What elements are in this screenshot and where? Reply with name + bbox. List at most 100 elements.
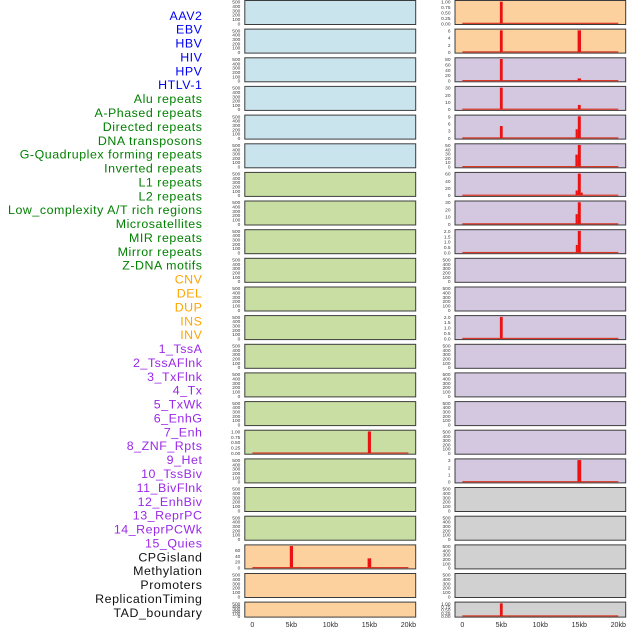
svg-text:A-Phased repeats: A-Phased repeats bbox=[95, 106, 203, 120]
svg-text:60: 60 bbox=[445, 172, 451, 178]
svg-text:2.0: 2.0 bbox=[444, 315, 451, 321]
svg-text:300: 300 bbox=[232, 381, 240, 387]
svg-text:0: 0 bbox=[448, 594, 451, 600]
svg-text:0: 0 bbox=[448, 537, 451, 543]
svg-text:200: 200 bbox=[442, 357, 450, 363]
svg-text:0.75: 0.75 bbox=[231, 435, 241, 441]
svg-text:0: 0 bbox=[238, 222, 241, 228]
svg-text:400: 400 bbox=[232, 262, 240, 268]
svg-text:Mirror repeats: Mirror repeats bbox=[118, 245, 203, 259]
svg-text:200: 200 bbox=[232, 385, 240, 391]
svg-text:0: 0 bbox=[448, 566, 451, 572]
svg-text:0: 0 bbox=[448, 422, 451, 428]
svg-text:100: 100 bbox=[232, 611, 240, 617]
svg-text:L1 repeats: L1 repeats bbox=[138, 175, 202, 189]
svg-text:10: 10 bbox=[445, 100, 451, 106]
svg-text:500: 500 bbox=[232, 172, 240, 178]
svg-text:400: 400 bbox=[232, 33, 240, 39]
svg-text:200: 200 bbox=[232, 414, 240, 420]
svg-text:60: 60 bbox=[235, 548, 241, 554]
svg-text:200: 200 bbox=[442, 500, 450, 506]
svg-text:0: 0 bbox=[448, 79, 451, 85]
svg-text:400: 400 bbox=[442, 520, 450, 526]
svg-text:100: 100 bbox=[232, 332, 240, 338]
svg-text:2: 2 bbox=[448, 465, 451, 471]
svg-text:100: 100 bbox=[232, 103, 240, 109]
svg-text:0: 0 bbox=[238, 136, 241, 142]
svg-text:100: 100 bbox=[442, 447, 450, 453]
svg-text:DUP: DUP bbox=[175, 300, 203, 314]
svg-text:400: 400 bbox=[442, 548, 450, 554]
svg-text:300: 300 bbox=[232, 209, 240, 215]
svg-text:400: 400 bbox=[442, 434, 450, 440]
svg-text:0: 0 bbox=[448, 279, 451, 285]
svg-text:200: 200 bbox=[232, 299, 240, 305]
svg-text:200: 200 bbox=[232, 586, 240, 592]
svg-text:400: 400 bbox=[232, 491, 240, 497]
svg-text:300: 300 bbox=[232, 409, 240, 415]
svg-text:L2 repeats: L2 repeats bbox=[138, 189, 202, 203]
svg-text:100: 100 bbox=[232, 275, 240, 281]
svg-text:200: 200 bbox=[442, 586, 450, 592]
svg-text:500: 500 bbox=[232, 258, 240, 264]
svg-text:200: 200 bbox=[232, 271, 240, 277]
svg-text:0: 0 bbox=[238, 537, 241, 543]
svg-text:1.00: 1.00 bbox=[441, 601, 451, 607]
svg-text:400: 400 bbox=[232, 119, 240, 125]
svg-text:0: 0 bbox=[238, 394, 241, 400]
svg-text:5kb: 5kb bbox=[286, 621, 297, 629]
svg-text:20kb: 20kb bbox=[401, 621, 416, 629]
svg-text:0.75: 0.75 bbox=[441, 605, 451, 611]
svg-text:HTLV-1: HTLV-1 bbox=[158, 78, 202, 92]
svg-text:400: 400 bbox=[232, 377, 240, 383]
svg-text:500: 500 bbox=[232, 515, 240, 521]
svg-text:14_ReprPCWk: 14_ReprPCWk bbox=[114, 523, 203, 537]
svg-text:100: 100 bbox=[232, 304, 240, 310]
svg-text:ReplicationTiming: ReplicationTiming bbox=[95, 592, 202, 606]
svg-text:100: 100 bbox=[442, 275, 450, 281]
svg-text:9: 9 bbox=[448, 114, 451, 120]
svg-text:DNA transposons: DNA transposons bbox=[98, 134, 203, 148]
svg-text:100: 100 bbox=[232, 46, 240, 52]
svg-text:100: 100 bbox=[442, 304, 450, 310]
svg-text:200: 200 bbox=[232, 609, 240, 615]
svg-text:200: 200 bbox=[232, 70, 240, 76]
svg-text:200: 200 bbox=[442, 442, 450, 448]
svg-text:100: 100 bbox=[232, 17, 240, 23]
svg-text:100: 100 bbox=[232, 160, 240, 166]
svg-text:0: 0 bbox=[448, 136, 451, 142]
svg-text:0.00: 0.00 bbox=[231, 451, 241, 457]
svg-text:0: 0 bbox=[448, 394, 451, 400]
svg-text:20: 20 bbox=[445, 73, 451, 79]
svg-text:200: 200 bbox=[232, 185, 240, 191]
svg-text:400: 400 bbox=[232, 205, 240, 211]
svg-text:500: 500 bbox=[232, 344, 240, 350]
svg-text:0: 0 bbox=[238, 336, 241, 342]
svg-text:200: 200 bbox=[232, 357, 240, 363]
svg-text:400: 400 bbox=[232, 291, 240, 297]
svg-text:300: 300 bbox=[232, 238, 240, 244]
svg-text:CNV: CNV bbox=[175, 273, 203, 287]
svg-text:Inverted repeats: Inverted repeats bbox=[104, 162, 202, 176]
svg-text:0.0: 0.0 bbox=[444, 251, 451, 257]
svg-text:Alu repeats: Alu repeats bbox=[134, 92, 203, 106]
svg-text:100: 100 bbox=[442, 533, 450, 539]
svg-text:3: 3 bbox=[448, 129, 451, 135]
svg-text:100: 100 bbox=[442, 361, 450, 367]
svg-text:500: 500 bbox=[232, 143, 240, 149]
svg-text:500: 500 bbox=[442, 515, 450, 521]
svg-text:200: 200 bbox=[442, 271, 450, 277]
svg-text:CPGisland: CPGisland bbox=[138, 550, 202, 564]
svg-text:100: 100 bbox=[442, 590, 450, 596]
svg-text:20: 20 bbox=[445, 207, 451, 213]
svg-text:8_ZNF_Rpts: 8_ZNF_Rpts bbox=[127, 439, 203, 453]
svg-text:50: 50 bbox=[445, 143, 451, 149]
svg-text:200: 200 bbox=[232, 213, 240, 219]
svg-text:500: 500 bbox=[442, 286, 450, 292]
svg-text:300: 300 bbox=[232, 123, 240, 129]
svg-text:0: 0 bbox=[238, 422, 241, 428]
svg-text:100: 100 bbox=[232, 504, 240, 510]
svg-text:500: 500 bbox=[232, 601, 240, 607]
svg-text:500: 500 bbox=[232, 114, 240, 120]
svg-text:10kb: 10kb bbox=[323, 621, 338, 629]
